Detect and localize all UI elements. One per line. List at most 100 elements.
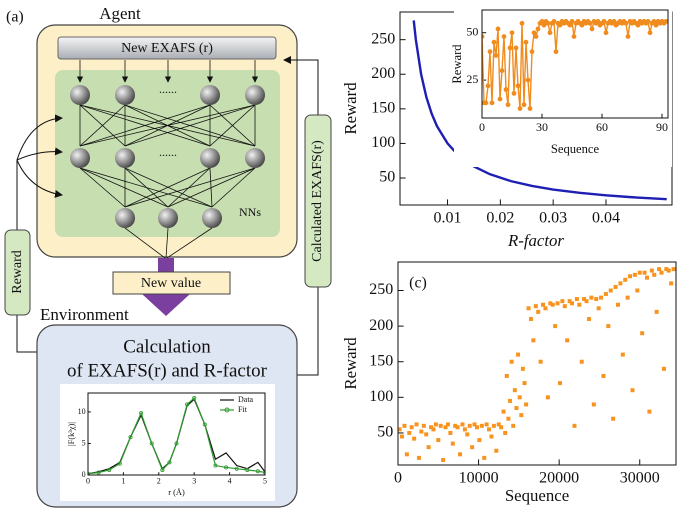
calc-title: Calculation <box>123 336 211 357</box>
point <box>632 272 637 277</box>
marker <box>505 102 511 108</box>
marker <box>149 441 154 446</box>
y-tick-label: 200 <box>371 65 395 82</box>
marker <box>653 22 659 28</box>
point <box>506 416 511 421</box>
marker <box>491 39 497 45</box>
point <box>431 427 436 432</box>
point <box>504 373 509 378</box>
input-bar <box>57 36 277 60</box>
y-tick-label: 150 <box>369 352 393 369</box>
point <box>528 316 533 321</box>
marker <box>531 30 537 36</box>
panel-label: (c) <box>409 275 427 292</box>
point <box>620 352 625 357</box>
point <box>613 284 618 289</box>
calc-title: of EXAFS(r) and R-factor <box>67 360 268 381</box>
y-tick-label: 50 <box>466 24 478 38</box>
inset-background <box>60 384 275 501</box>
marker <box>579 22 585 28</box>
y-tick-label: 50 <box>379 169 395 186</box>
y-tick-label: 200 <box>369 317 393 334</box>
x-tick-label: 1 <box>121 477 125 486</box>
point <box>407 430 412 435</box>
point <box>582 297 587 302</box>
y-tick-label: 10 <box>78 407 86 416</box>
point <box>477 438 482 443</box>
point <box>644 275 649 280</box>
legend-label: Data <box>238 395 254 404</box>
point <box>623 277 628 282</box>
x-axis-label: Sequence <box>505 486 569 505</box>
point <box>441 458 446 463</box>
point <box>533 304 538 309</box>
marker <box>569 18 575 24</box>
marker <box>483 100 489 106</box>
marker <box>663 18 668 24</box>
neurons <box>70 85 265 228</box>
point <box>541 302 546 307</box>
point <box>501 409 506 414</box>
point <box>514 406 519 411</box>
legend-label: Fit <box>238 405 248 414</box>
marker <box>234 466 239 471</box>
marker <box>495 26 501 32</box>
marker <box>635 22 641 28</box>
point <box>414 422 419 427</box>
marker <box>523 39 529 45</box>
series <box>398 267 676 463</box>
point <box>516 352 521 357</box>
marker <box>519 20 525 26</box>
point <box>496 422 501 427</box>
marker <box>160 467 165 472</box>
point <box>499 425 504 430</box>
marker <box>202 422 207 427</box>
point <box>591 402 596 407</box>
marker <box>513 45 519 51</box>
point <box>553 324 558 329</box>
diagram: (a) Agent New EXAFS (r) ...... ...... NN… <box>4 4 332 508</box>
y-axis-label: Reward <box>450 44 464 84</box>
point <box>577 302 582 307</box>
marker <box>527 106 533 111</box>
output-label: New value <box>141 276 201 291</box>
point <box>412 436 417 441</box>
point <box>508 398 513 403</box>
marker <box>521 102 527 108</box>
marker <box>224 465 229 470</box>
point <box>474 425 479 430</box>
point <box>657 267 662 272</box>
plot-frame <box>481 9 669 119</box>
x-tick-label: 0 <box>86 477 90 486</box>
point <box>467 423 472 428</box>
marker <box>571 34 577 39</box>
marker <box>503 87 509 92</box>
marker <box>557 22 563 28</box>
marker <box>507 45 513 51</box>
marker <box>611 18 617 24</box>
point <box>606 324 611 329</box>
reward-label: Reward <box>10 250 25 294</box>
ellipsis: ...... <box>159 145 177 159</box>
marker <box>517 106 523 111</box>
marker <box>245 467 250 472</box>
point <box>545 395 550 400</box>
marker <box>192 396 197 401</box>
point <box>640 331 645 336</box>
marker <box>174 441 179 446</box>
point <box>625 295 630 300</box>
marker <box>515 83 521 89</box>
reward-box <box>4 229 31 316</box>
point <box>448 430 453 435</box>
plot-frame <box>87 392 266 476</box>
y-tick-label: 250 <box>369 281 393 298</box>
point <box>487 427 492 432</box>
marker <box>547 30 553 36</box>
point <box>618 281 623 286</box>
output-box <box>112 271 231 295</box>
point <box>574 297 579 302</box>
y-tick-label: 250 <box>371 30 395 47</box>
point <box>628 274 633 279</box>
x-axis-label: r (Å) <box>168 488 185 497</box>
point <box>584 299 589 304</box>
